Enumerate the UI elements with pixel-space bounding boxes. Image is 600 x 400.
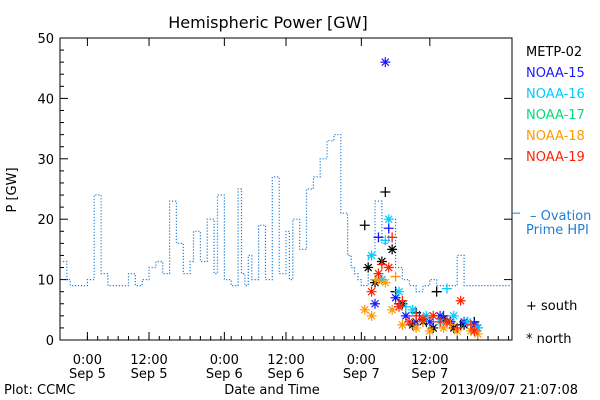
south-point	[452, 322, 463, 333]
x-tick-time-label: 0:00	[73, 353, 102, 368]
north-point	[424, 316, 435, 327]
x-tick-time-label: 12:00	[411, 353, 448, 368]
x-tick-time-label: 12:00	[130, 353, 167, 368]
north-point	[383, 262, 394, 273]
x-axis-label: Date and Time	[224, 383, 320, 398]
south-point	[441, 283, 452, 294]
x-tick-date-label: Sep 7	[343, 367, 380, 382]
y-axis-label: P [GW]	[5, 167, 20, 212]
north-point	[407, 304, 418, 315]
north-point	[366, 286, 377, 297]
x-tick-time-label: 0:00	[210, 353, 239, 368]
legend-entry: NOAA-17	[526, 108, 585, 123]
south-symbol-legend: + south	[526, 299, 577, 314]
north-point	[462, 316, 473, 327]
south-point	[376, 259, 387, 270]
north-point	[380, 57, 391, 68]
ovation-legend-line2: Prime HPI	[526, 223, 589, 238]
north-point	[366, 310, 377, 321]
north-point	[366, 250, 377, 261]
north-point	[390, 292, 401, 303]
x-tick-date-label: Sep 5	[131, 367, 168, 382]
north-point	[387, 244, 398, 255]
north-point	[359, 304, 370, 315]
south-point	[411, 310, 422, 321]
legend-entry: NOAA-15	[526, 66, 585, 81]
north-point	[373, 268, 384, 279]
x-tick-time-label: 12:00	[267, 353, 304, 368]
ovation-step-line	[60, 134, 512, 293]
x-tick-date-label: Sep 7	[411, 367, 448, 382]
south-point	[380, 187, 391, 198]
north-point	[383, 214, 394, 225]
y-axis: 0 10 20 30 40 50	[37, 32, 512, 349]
legend-entry: NOAA-19	[526, 150, 585, 165]
ovation-legend-line1: – Ovation	[530, 209, 591, 224]
south-point	[359, 220, 370, 231]
south-point	[431, 286, 442, 297]
south-point	[435, 316, 446, 327]
north-point	[370, 298, 381, 309]
south-point	[380, 235, 391, 246]
legend-entry: NOAA-16	[526, 87, 585, 102]
legend: METP-02 NOAA-15 NOAA-16 NOAA-17 NOAA-18 NOAA-…	[526, 45, 585, 165]
x-tick-date-label: Sep 6	[268, 367, 305, 382]
y-tick-label: 30	[37, 153, 54, 168]
north-point	[404, 316, 415, 327]
ovation-legend: – Ovation Prime HPI	[526, 209, 591, 238]
y-tick-label: 50	[37, 32, 54, 47]
north-point	[394, 301, 404, 312]
satellite-points	[359, 57, 483, 339]
south-point	[373, 232, 384, 243]
footer-timestamp: 2013/09/07 21:07:08	[441, 383, 578, 398]
x-tick-date-label: Sep 5	[69, 367, 106, 382]
plot-frame	[59, 37, 513, 341]
north-point	[417, 313, 428, 324]
y-tick-label: 0	[46, 334, 54, 349]
north-point	[469, 325, 480, 336]
south-point	[387, 232, 398, 243]
north-point	[387, 304, 398, 315]
north-point	[448, 310, 459, 321]
north-point	[428, 310, 439, 321]
south-point	[397, 295, 408, 306]
x-tick-date-label: Sep 6	[206, 367, 243, 382]
north-point	[438, 322, 449, 333]
x-tick-time-label: 0:00	[347, 353, 376, 368]
north-point	[363, 262, 374, 273]
ovation-series	[60, 134, 520, 293]
footer-credit: Plot: CCMC	[4, 383, 75, 398]
north-point	[394, 286, 404, 297]
y-tick-label: 20	[37, 213, 54, 228]
legend-entry: METP-02	[526, 45, 582, 60]
y-tick-label: 10	[37, 274, 54, 289]
south-point	[383, 223, 394, 234]
south-point	[465, 319, 476, 330]
y-tick-label: 40	[37, 92, 54, 107]
chart-title: Hemispheric Power [GW]	[168, 13, 367, 32]
north-point	[441, 316, 452, 327]
north-point	[424, 325, 435, 336]
south-point	[390, 271, 401, 282]
north-point	[411, 316, 422, 327]
north-point	[455, 295, 466, 306]
north-point	[397, 319, 408, 330]
north-point	[411, 322, 422, 333]
north-point	[400, 310, 411, 321]
legend-entry: NOAA-18	[526, 129, 585, 144]
north-symbol-legend: * north	[526, 332, 572, 347]
north-point	[380, 277, 391, 288]
